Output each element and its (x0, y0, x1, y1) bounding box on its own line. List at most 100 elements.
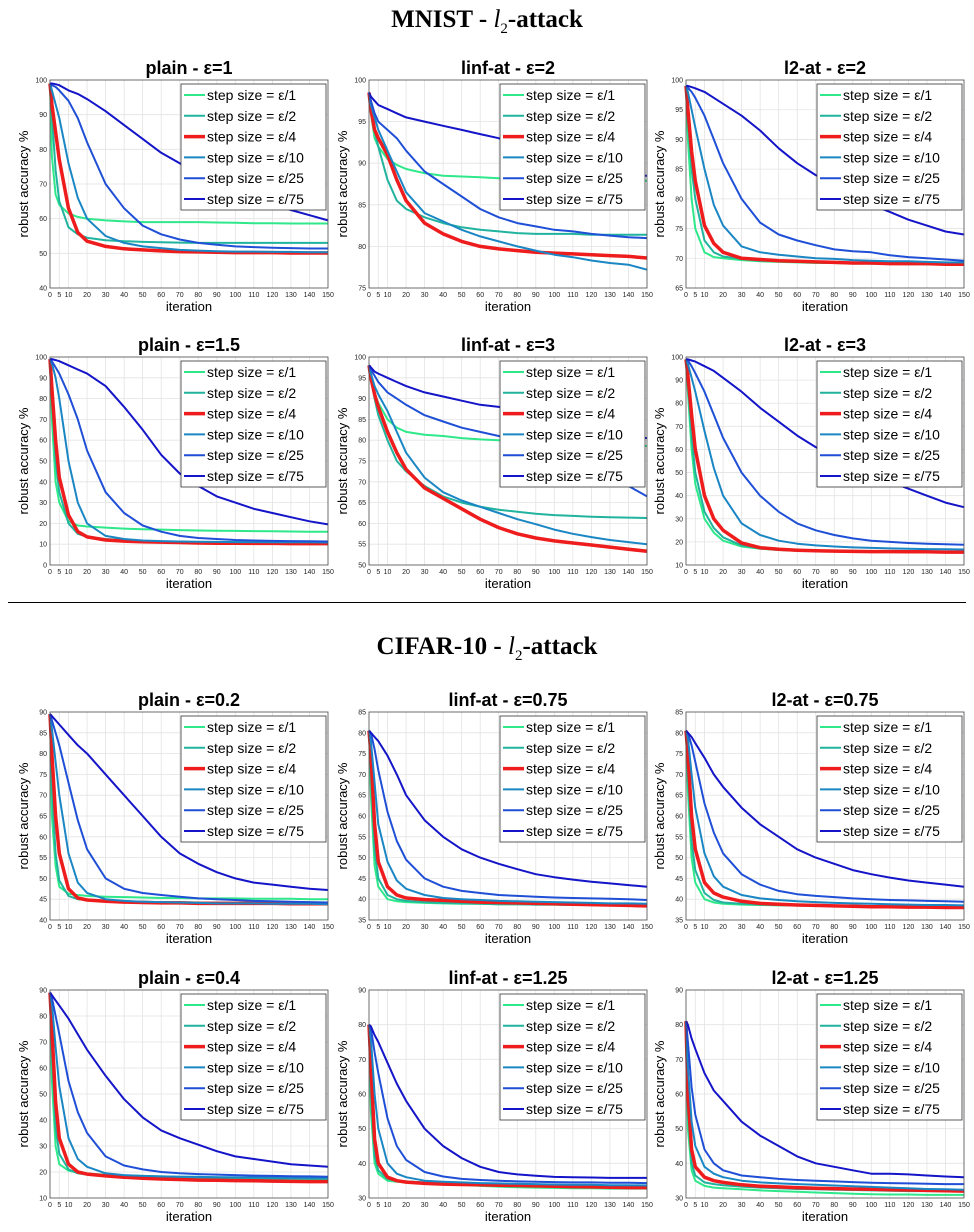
x-tick-label: 70 (176, 292, 184, 299)
x-axis-label: iteration (485, 931, 531, 946)
legend-label-4: step size = ε/10 (843, 781, 940, 797)
legend-label-2: step size = ε/2 (207, 1018, 296, 1034)
y-tick-label: 70 (675, 772, 683, 779)
x-axis-label: iteration (485, 299, 531, 314)
legend-label-4: step size = ε/10 (207, 781, 304, 797)
axes-frame (685, 989, 965, 1199)
y-tick-label: 70 (39, 793, 47, 800)
legend-label-3: step size = ε/4 (843, 1039, 932, 1055)
x-tick-label: 140 (940, 292, 952, 299)
x-tick-label: 120 (903, 1202, 915, 1209)
x-tick-label: 20 (719, 569, 727, 576)
series-line-4 (368, 1024, 648, 1187)
y-tick-label: 45 (358, 876, 366, 883)
legend-label-6: step size = ε/75 (843, 191, 940, 207)
y-tick-label: 40 (39, 1118, 47, 1125)
x-tick-label: 60 (793, 292, 801, 299)
y-axis-label: robust accuracy % (16, 762, 31, 869)
x-tick-label: 20 (402, 924, 410, 931)
series-line-5 (685, 1021, 964, 1186)
y-tick-label: 80 (358, 244, 366, 251)
y-tick-label: 30 (39, 500, 47, 507)
x-tick-label: 140 (304, 1202, 316, 1209)
x-tick-label: 150 (641, 292, 653, 299)
y-tick-label: 85 (358, 417, 366, 424)
x-tick-label: 40 (439, 1202, 447, 1209)
x-tick-label: 80 (513, 924, 521, 931)
y-tick-label: 10 (39, 542, 47, 549)
x-tick-label: 40 (756, 924, 764, 931)
y-tick-label: 85 (675, 167, 683, 174)
y-tick-label: 70 (358, 479, 366, 486)
x-tick-label: 10 (65, 924, 73, 931)
series-line-1 (685, 1021, 964, 1196)
axes-frame (685, 356, 965, 566)
chart-title: plain - ε=1.5 (138, 335, 240, 355)
legend-label-3: step size = ε/4 (207, 1039, 296, 1055)
x-tick-label: 30 (421, 1202, 429, 1209)
section-title-mnist: MNIST - l2-attack (391, 6, 583, 37)
legend-label-5: step size = ε/25 (843, 447, 940, 463)
chart-title: linf-at - ε=3 (461, 335, 555, 355)
y-tick-label: 30 (358, 1196, 366, 1203)
x-tick-label: 10 (65, 1202, 73, 1209)
x-tick-label: 120 (586, 1202, 598, 1209)
series-line-4 (685, 730, 965, 907)
axes-frame (685, 79, 965, 289)
y-tick-label: 70 (39, 417, 47, 424)
x-tick-label: 130 (285, 569, 297, 576)
y-tick-label: 40 (675, 897, 683, 904)
legend-label-4: step size = ε/10 (843, 149, 940, 165)
y-tick-label: 35 (675, 918, 683, 925)
y-tick-label: 60 (675, 1092, 683, 1099)
legend-label-4: step size = ε/10 (207, 426, 304, 442)
legend-box (180, 83, 327, 211)
x-tick-label: 50 (775, 1202, 783, 1209)
y-tick-label: 60 (39, 834, 47, 841)
y-tick-label: 40 (675, 1161, 683, 1168)
y-tick-label: 80 (675, 730, 683, 737)
chart-panel: plain - ε=0.4 0 5 10 20 30 40 50 60 70 80 90 100 110 1… (16, 968, 334, 1224)
x-tick-label: 40 (756, 292, 764, 299)
chart-title: plain - ε=0.2 (138, 690, 240, 710)
legend-label-1: step size = ε/1 (843, 364, 932, 380)
series-line-5 (49, 358, 329, 543)
legend-label-2: step size = ε/2 (207, 108, 296, 124)
legend-label-1: step size = ε/1 (207, 87, 296, 103)
legend-box (499, 993, 646, 1121)
y-tick-label: 50 (675, 470, 683, 477)
x-tick-label: 80 (830, 569, 838, 576)
axes-frame (368, 711, 648, 921)
legend-label-6: step size = ε/75 (207, 823, 304, 839)
series-line-5 (685, 358, 965, 546)
x-tick-label: 10 (384, 292, 392, 299)
y-axis-label: robust accuracy % (652, 762, 667, 869)
x-tick-label: 100 (548, 1202, 560, 1209)
x-tick-label: 110 (884, 292, 895, 299)
x-tick-label: 80 (513, 292, 521, 299)
y-tick-label: 80 (675, 1022, 683, 1029)
x-tick-label: 110 (248, 1202, 259, 1209)
y-tick-label: 95 (358, 119, 366, 126)
y-tick-label: 60 (358, 521, 366, 528)
chart-panel: l2-at - ε=3 0 5 10 20 30 40 50 60 70 80 90 100 110 120… (652, 335, 970, 591)
x-tick-label: 80 (830, 1202, 838, 1209)
x-tick-label: 100 (229, 292, 241, 299)
series-line-6 (686, 84, 965, 236)
chart-title: plain - ε=0.4 (138, 968, 240, 988)
y-tick-label: 50 (675, 855, 683, 862)
y-tick-label: 75 (358, 459, 366, 466)
legend-label-2: step size = ε/2 (843, 740, 932, 756)
x-tick-label: 100 (229, 924, 241, 931)
y-tick-label: 90 (675, 378, 683, 385)
y-tick-label: 95 (358, 375, 366, 382)
series-line-6 (50, 358, 329, 526)
x-tick-label: 70 (812, 924, 820, 931)
y-tick-label: 55 (358, 542, 366, 549)
x-tick-label: 120 (903, 292, 915, 299)
x-tick-label: 150 (641, 569, 653, 576)
x-tick-label: 5 (57, 1202, 61, 1209)
x-tick-label: 60 (793, 1202, 801, 1209)
x-tick-label: 60 (157, 924, 165, 931)
